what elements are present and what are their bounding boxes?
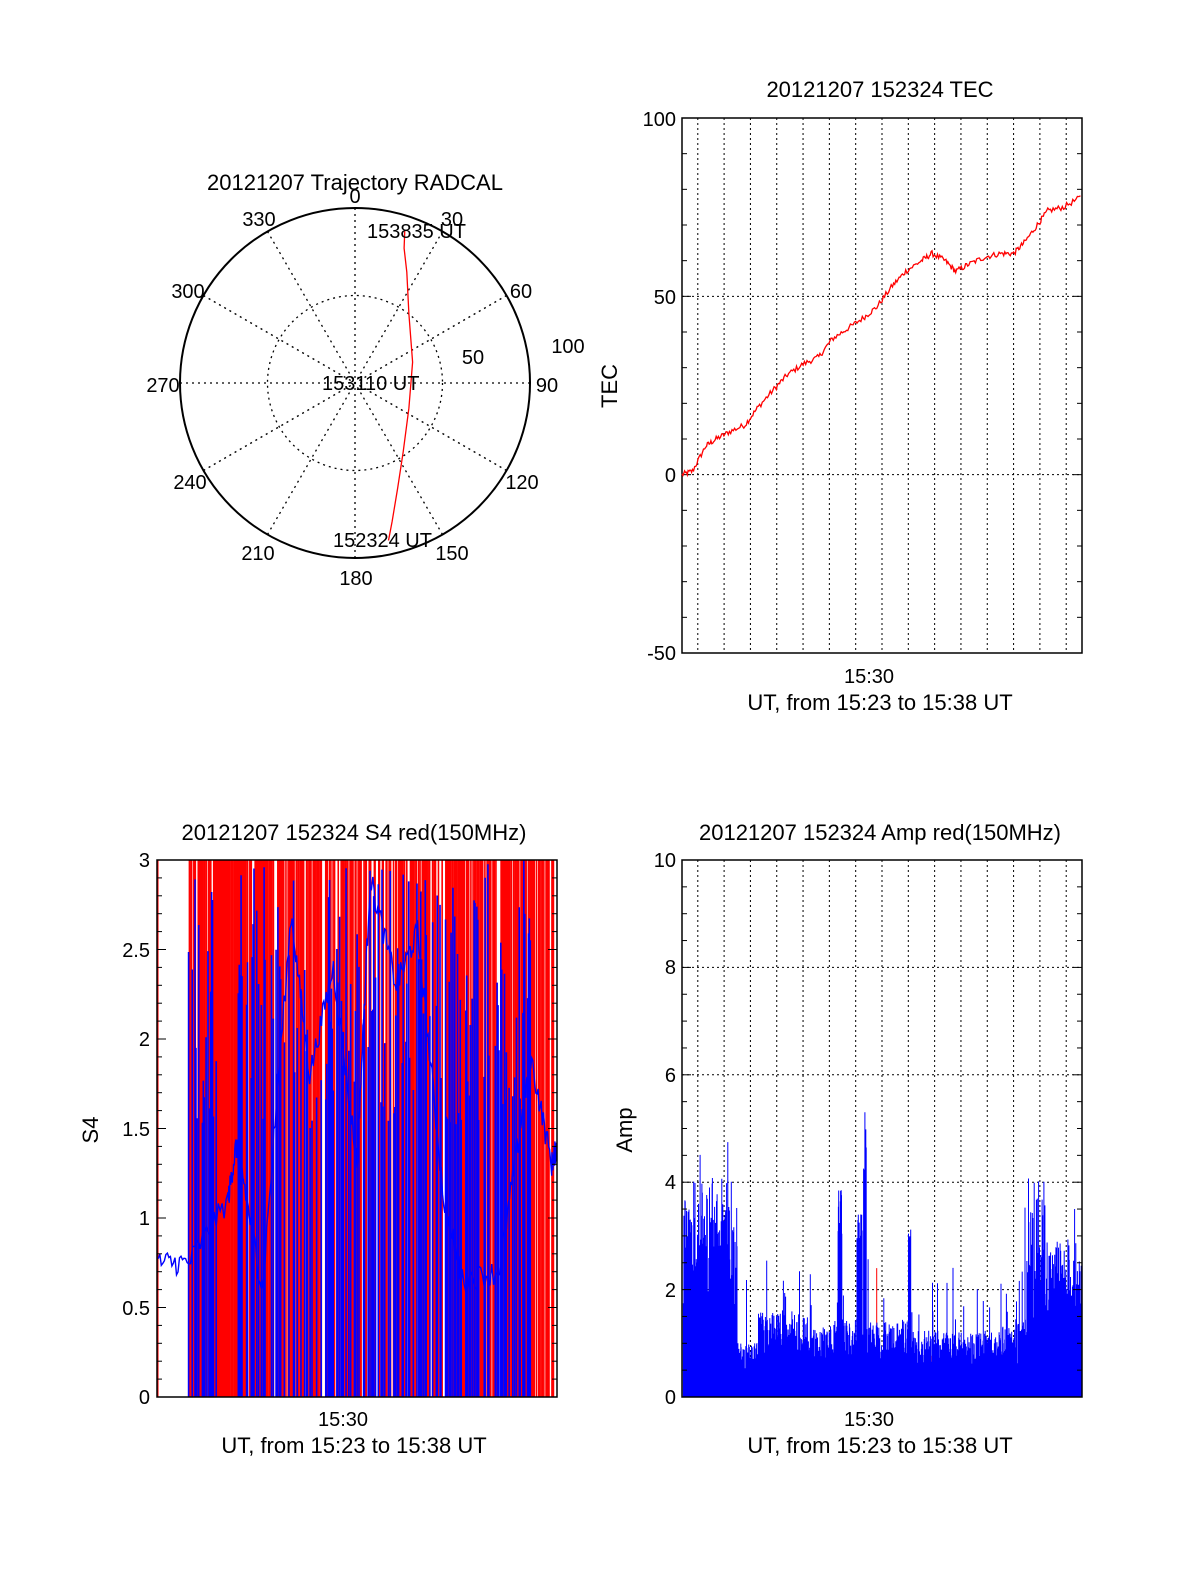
polar-title: 20121207 Trajectory RADCAL [207,170,503,195]
polar-inner-ring [266,294,444,472]
point-label-mid: 153110 UT [322,373,419,395]
s4-blue-series-line [157,876,557,1295]
s4-ytick-2.5: 2.5 [122,940,150,962]
tec-panel: 20121207 152324 TEC 100 50 0 -50 TEC 15:… [597,77,1083,715]
amp-title: 20121207 152324 Amp red(150MHz) [699,820,1061,845]
tec-title: 20121207 152324 TEC [766,77,993,102]
s4-panel: 20121207 152324 S4 red(150MHz) 0 0.5 1 1… [78,820,558,1458]
tec-xlabel: UT, from 15:23 to 15:38 UT [747,690,1012,715]
tec-ytick-minus50: -50 [647,643,676,665]
tec-series-line [681,195,1081,478]
s4-ytick-2: 2 [139,1029,150,1051]
point-label-start: 152324 UT [333,530,432,552]
az-label-270: 270 [146,375,179,397]
polar-outer-ring [179,207,531,559]
az-label-210: 210 [241,543,274,565]
amp-xtick-1530: 15:30 [844,1409,894,1431]
amp-ytick-6: 6 [665,1065,676,1087]
az-label-60: 60 [510,281,532,303]
tec-grid [682,118,1082,653]
radial-label-100: 100 [551,336,584,358]
s4-xtick-1530: 15:30 [318,1409,368,1431]
polar-trajectory-line [387,229,414,541]
tec-ytick-0: 0 [665,465,676,487]
amp-grid [682,860,1082,1397]
amp-ytick-4: 4 [665,1172,676,1194]
s4-red-block [217,860,231,1397]
amp-ytick-2: 2 [665,1280,676,1302]
az-label-300: 300 [171,281,204,303]
s4-plot-area [157,860,557,1397]
amp-xlabel: UT, from 15:23 to 15:38 UT [747,1433,1012,1458]
az-label-150: 150 [435,543,468,565]
amp-plot-frame [681,859,1083,1398]
amp-panel: 20121207 152324 Amp red(150MHz) 0 2 4 6 … [612,820,1083,1458]
radial-label-50: 50 [462,347,484,369]
s4-title: 20121207 152324 S4 red(150MHz) [182,820,527,845]
tec-ytick-100: 100 [643,109,676,131]
amp-blue-series [682,1112,1082,1397]
tec-xtick-1530: 15:30 [844,666,894,688]
amp-ytick-10: 10 [654,850,676,872]
az-label-30: 30 [441,209,463,231]
polar-grid [180,208,530,558]
amp-ytick-8: 8 [665,957,676,979]
az-label-0: 0 [349,186,360,208]
s4-minor-ticks [157,859,557,1398]
s4-plot-frame [156,859,558,1398]
s4-ytick-1.5: 1.5 [122,1119,150,1141]
az-label-180: 180 [339,568,372,590]
tec-plot-frame [681,117,1083,654]
az-label-90: 90 [536,375,558,397]
az-label-240: 240 [173,472,206,494]
polar-panel: 20121207 Trajectory RADCAL 0 30 60 90 12… [146,170,584,590]
amp-plot-area [682,1112,1082,1397]
s4-ytick-0.5: 0.5 [122,1298,150,1320]
amp-ylabel: Amp [612,1107,637,1152]
s4-ytick-1: 1 [139,1208,150,1230]
s4-ytick-0: 0 [139,1387,150,1409]
s4-ytick-3: 3 [139,850,150,872]
az-label-120: 120 [505,472,538,494]
amp-ytick-0: 0 [665,1387,676,1409]
tec-ytick-50: 50 [654,287,676,309]
point-label-end: 153835 UT [367,221,466,243]
s4-blue-bars [187,860,532,1397]
s4-xlabel: UT, from 15:23 to 15:38 UT [221,1433,486,1458]
tec-ylabel: TEC [597,364,622,408]
s4-ylabel: S4 [78,1117,103,1144]
polar-spoke [266,231,444,535]
az-label-330: 330 [242,209,275,231]
